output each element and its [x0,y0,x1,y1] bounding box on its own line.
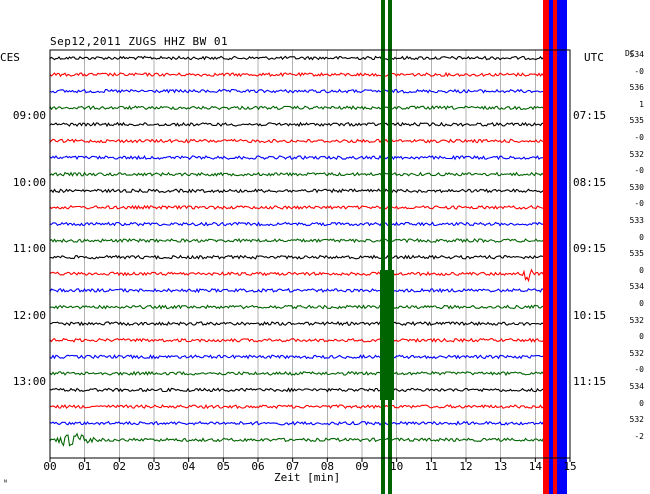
green-disturbance-band [380,270,394,400]
dc-value: 0 [639,265,644,275]
seismic-trace [49,403,546,410]
x-tick-label: 14 [528,460,542,473]
dc-value: -0 [634,365,644,375]
x-tick-label: 00 [43,460,57,473]
dc-value: 533 [629,216,644,225]
seismic-trace [49,337,546,343]
x-tick-label: 07 [286,460,300,473]
page-title: Sep12,2011 ZUGS HHZ BW 01 [50,35,229,48]
x-tick-label: 08 [320,460,334,473]
dc-header-label: DC [625,49,635,58]
dc-value: 0 [639,299,644,308]
left-time-label: 11:00 [12,242,46,256]
x-tick-label: 10 [390,460,404,473]
seismic-trace [49,121,546,128]
dc-value: 0 [639,332,644,342]
seismic-trace [49,370,546,377]
left-time-label: 13:00 [12,375,46,388]
seismic-trace [49,354,546,360]
seismic-trace [49,287,546,294]
seismic-trace [49,432,546,447]
dc-value: -0 [634,133,644,142]
right-timezone-label: UTC [584,51,604,64]
seismic-trace [49,138,546,145]
dc-value: 534 [629,282,644,292]
dc-value: -2 [634,431,644,441]
seismic-trace [49,254,546,260]
blue-disturbance-band [549,0,553,494]
x-tick-label: 13 [494,460,508,473]
x-tick-label: 02 [112,460,126,473]
dc-value: 0 [639,232,644,242]
dc-value: 532 [629,415,644,425]
dc-value: 534 [629,50,644,59]
disturbance-bands [380,0,567,494]
left-time-label: 10:00 [12,175,46,189]
seismic-trace [49,304,546,310]
seismic-trace [49,88,546,94]
seismic-traces [49,55,546,447]
minute-grid [84,50,536,458]
dc-value: 532 [629,348,644,358]
seismic-trace [49,171,546,177]
bottom-mark: ᴺ [3,478,8,487]
seismic-trace [49,204,546,210]
dc-value: 532 [629,149,644,159]
dc-value: 535 [629,116,644,126]
seismic-trace [49,188,546,194]
seismic-trace [49,55,546,61]
right-time-label: 10:15 [573,308,607,322]
x-tick-label: 12 [459,460,473,473]
dc-value: 532 [629,315,644,325]
seismic-trace [49,387,546,393]
x-tick-label: 09 [355,460,369,473]
dc-value: 536 [629,83,644,93]
left-time-label: 09:00 [12,109,46,123]
x-axis-ticks [49,458,571,462]
right-time-label: 09:15 [573,242,607,256]
red-disturbance-band [553,0,557,494]
seismic-trace [49,154,546,161]
green-disturbance-band [388,0,392,494]
dc-value: -0 [634,166,644,176]
dc-value: 535 [629,249,644,259]
seismic-trace [49,237,546,244]
seismic-trace [49,105,546,111]
dc-value: 530 [629,182,644,192]
x-tick-label: 06 [251,460,265,473]
seismic-trace [49,221,546,227]
blue-disturbance-band [557,0,567,494]
x-tick-label: 04 [182,460,196,473]
dc-value: 534 [629,382,644,391]
dc-value: -0 [634,199,644,209]
x-tick-label: 01 [78,460,92,473]
dc-value: 0 [639,398,644,408]
seismic-trace [49,71,546,78]
seismic-trace [49,420,546,426]
x-axis-label: Zeit [min] [274,471,341,484]
right-time-label: 07:15 [573,109,607,123]
plot-frame [49,49,571,459]
seismic-trace [49,321,546,327]
seismic-trace [49,268,546,283]
green-disturbance-band [381,0,385,494]
x-tick-label: 05 [216,460,230,473]
right-time-label: 11:15 [573,375,607,388]
left-time-label: 12:00 [12,308,46,322]
right-time-label: 08:15 [573,175,607,189]
red-disturbance-band [543,0,549,494]
dc-value: -0 [634,66,644,76]
x-tick-label: 11 [424,460,438,473]
x-tick-label: 15 [563,460,577,473]
dc-value: 1 [639,99,644,109]
x-tick-label: 03 [147,460,161,473]
left-timezone-label: CES [0,51,20,64]
